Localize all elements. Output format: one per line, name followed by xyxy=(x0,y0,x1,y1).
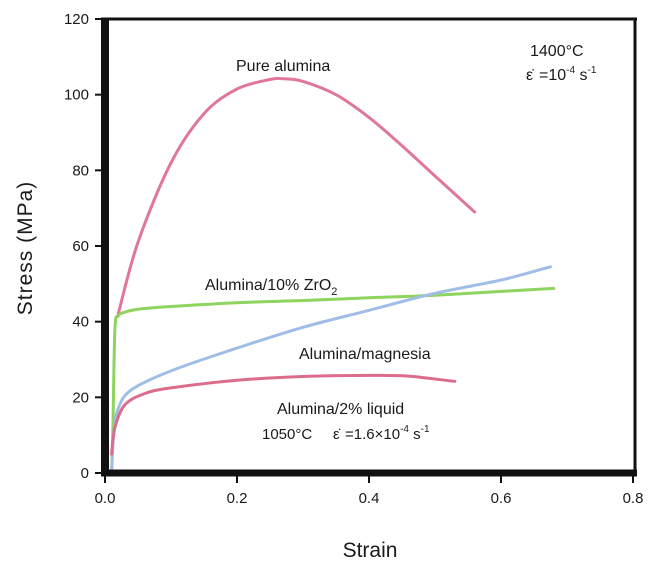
liquid-strain-rate-exponent: -4 xyxy=(400,424,409,435)
y-tick-label: 0 xyxy=(81,465,89,482)
axis-ticks: 0 20 40 60 80 100 120 0.0 0.2 0.4 0.6 0.8 xyxy=(64,11,643,507)
liquid-strain-rate-unit-exponent: -1 xyxy=(421,424,430,435)
liquid-temperature: 1050°C xyxy=(262,426,312,443)
svg-text:=10-4 s-1: =10-4 s-1 xyxy=(539,65,597,84)
curve-pure-alumina xyxy=(116,76,477,316)
y-tick-label: 100 xyxy=(64,87,89,104)
series-label-pure-alumina: Pure alumina xyxy=(236,58,330,75)
series-label-alumina-zro2: Alumina/10% ZrO2 xyxy=(205,277,337,298)
x-axis-title: Strain xyxy=(343,539,398,562)
curve-alumina-magnesia xyxy=(110,265,552,475)
liquid-strain-rate-value: =1.6×10 xyxy=(345,426,400,443)
liquid-conditions-label: 1050°C ε̇ =1.6×10-4 s-1 xyxy=(262,424,430,443)
strain-rate-value: =10 xyxy=(539,67,566,84)
strain-rate-exponent: -4 xyxy=(566,65,575,76)
y-tick-label: 80 xyxy=(72,162,89,179)
series-label-alumina-liquid: Alumina/2% liquid xyxy=(277,401,404,418)
liquid-strain-rate-unit: s xyxy=(409,426,421,443)
curve-alumina-zro2 xyxy=(110,286,556,475)
x-tick-label: 0.0 xyxy=(95,490,116,507)
series-label-alumina-magnesia: Alumina/magnesia xyxy=(299,346,431,363)
series-curves xyxy=(110,76,556,475)
epsilon-dot-symbol: ε̇ xyxy=(526,67,534,84)
temperature-label: 1400°C xyxy=(530,43,584,60)
y-tick-label: 40 xyxy=(72,314,89,331)
strain-rate-label: ε̇ =10-4 s-1 xyxy=(526,65,597,84)
x-tick-label: 0.2 xyxy=(227,490,248,507)
liquid-epsilon-dot: ε̇ xyxy=(333,426,341,443)
strain-rate-unit-exponent: -1 xyxy=(588,65,597,76)
y-axis-title: Stress (MPa) xyxy=(14,181,37,316)
y-tick-label: 20 xyxy=(72,389,89,406)
x-tick-label: 0.8 xyxy=(623,490,644,507)
y-tick-label: 60 xyxy=(72,238,89,255)
curve-alumina-liquid xyxy=(110,373,457,456)
y-tick-label: 120 xyxy=(64,11,89,28)
x-tick-label: 0.6 xyxy=(491,490,512,507)
strain-rate-unit: s xyxy=(575,67,587,84)
svg-text:=1.6×10-4 s-1: =1.6×10-4 s-1 xyxy=(345,424,430,443)
x-tick-label: 0.4 xyxy=(359,490,380,507)
